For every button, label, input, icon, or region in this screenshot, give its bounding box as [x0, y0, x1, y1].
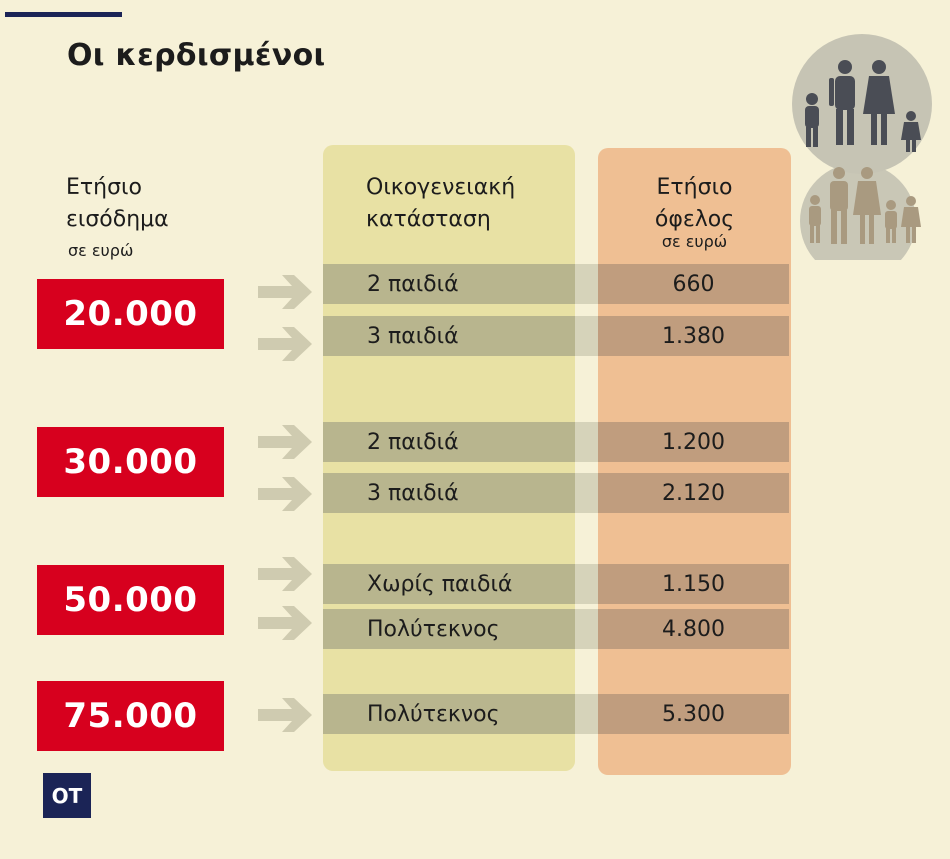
chart-title: Οι κερδισμένοι: [67, 38, 326, 73]
arrow-right-icon: [258, 557, 312, 591]
benefit-header: Ετήσιο όφελος: [654, 175, 735, 232]
income-header: Ετήσιο εισόδημα: [66, 175, 169, 232]
arrow-right-icon: [258, 425, 312, 459]
family-status-label: Χωρίς παιδιά: [367, 571, 513, 597]
top-accent-line: [5, 12, 122, 17]
benefit-value: 2.120: [662, 480, 725, 506]
benefit-value: 1.150: [662, 571, 725, 597]
table-row: 3 παιδιά 1.380: [323, 316, 789, 356]
income-unit: σε ευρώ: [68, 241, 134, 260]
family-status-label: 2 παιδιά: [367, 429, 459, 455]
arrow-right-icon: [258, 275, 312, 309]
table-row: Πολύτεκνος 5.300: [323, 694, 789, 734]
family-status-label: 2 παιδιά: [367, 271, 459, 297]
arrow-right-icon: [258, 698, 312, 732]
benefit-unit: σε ευρώ: [661, 232, 728, 251]
family-status-label: Πολύτεκνος: [367, 701, 500, 727]
arrow-right-icon: [258, 606, 312, 640]
benefit-value: 5.300: [662, 701, 725, 727]
income-box: 20.000: [37, 279, 224, 349]
income-box: 75.000: [37, 681, 224, 751]
benefit-value: 4.800: [662, 616, 725, 642]
family-status-label: 3 παιδιά: [367, 323, 459, 349]
family-status-label: Πολύτεκνος: [367, 616, 500, 642]
family-status-label: 3 παιδιά: [367, 480, 459, 506]
family-status-header: Οικογενειακή κατάσταση: [366, 175, 516, 232]
table-row: 2 παιδιά 1.200: [323, 422, 789, 462]
table-row: 3 παιδιά 2.120: [323, 473, 789, 513]
arrow-right-icon: [258, 327, 312, 361]
income-box: 50.000: [37, 565, 224, 635]
arrow-right-icon: [258, 477, 312, 511]
table-row: Πολύτεκνος 4.800: [323, 609, 789, 649]
income-box: 30.000: [37, 427, 224, 497]
publisher-logo: ΟΤ: [43, 773, 91, 818]
benefit-value: 660: [672, 271, 715, 297]
benefit-value: 1.200: [662, 429, 725, 455]
family-icons: [792, 34, 932, 260]
family-of-five-icon: [800, 163, 921, 260]
table-row: Χωρίς παιδιά 1.150: [323, 564, 789, 604]
benefit-value: 1.380: [662, 323, 725, 349]
table-row: 2 παιδιά 660: [323, 264, 789, 304]
family-of-four-icon: [792, 34, 932, 174]
